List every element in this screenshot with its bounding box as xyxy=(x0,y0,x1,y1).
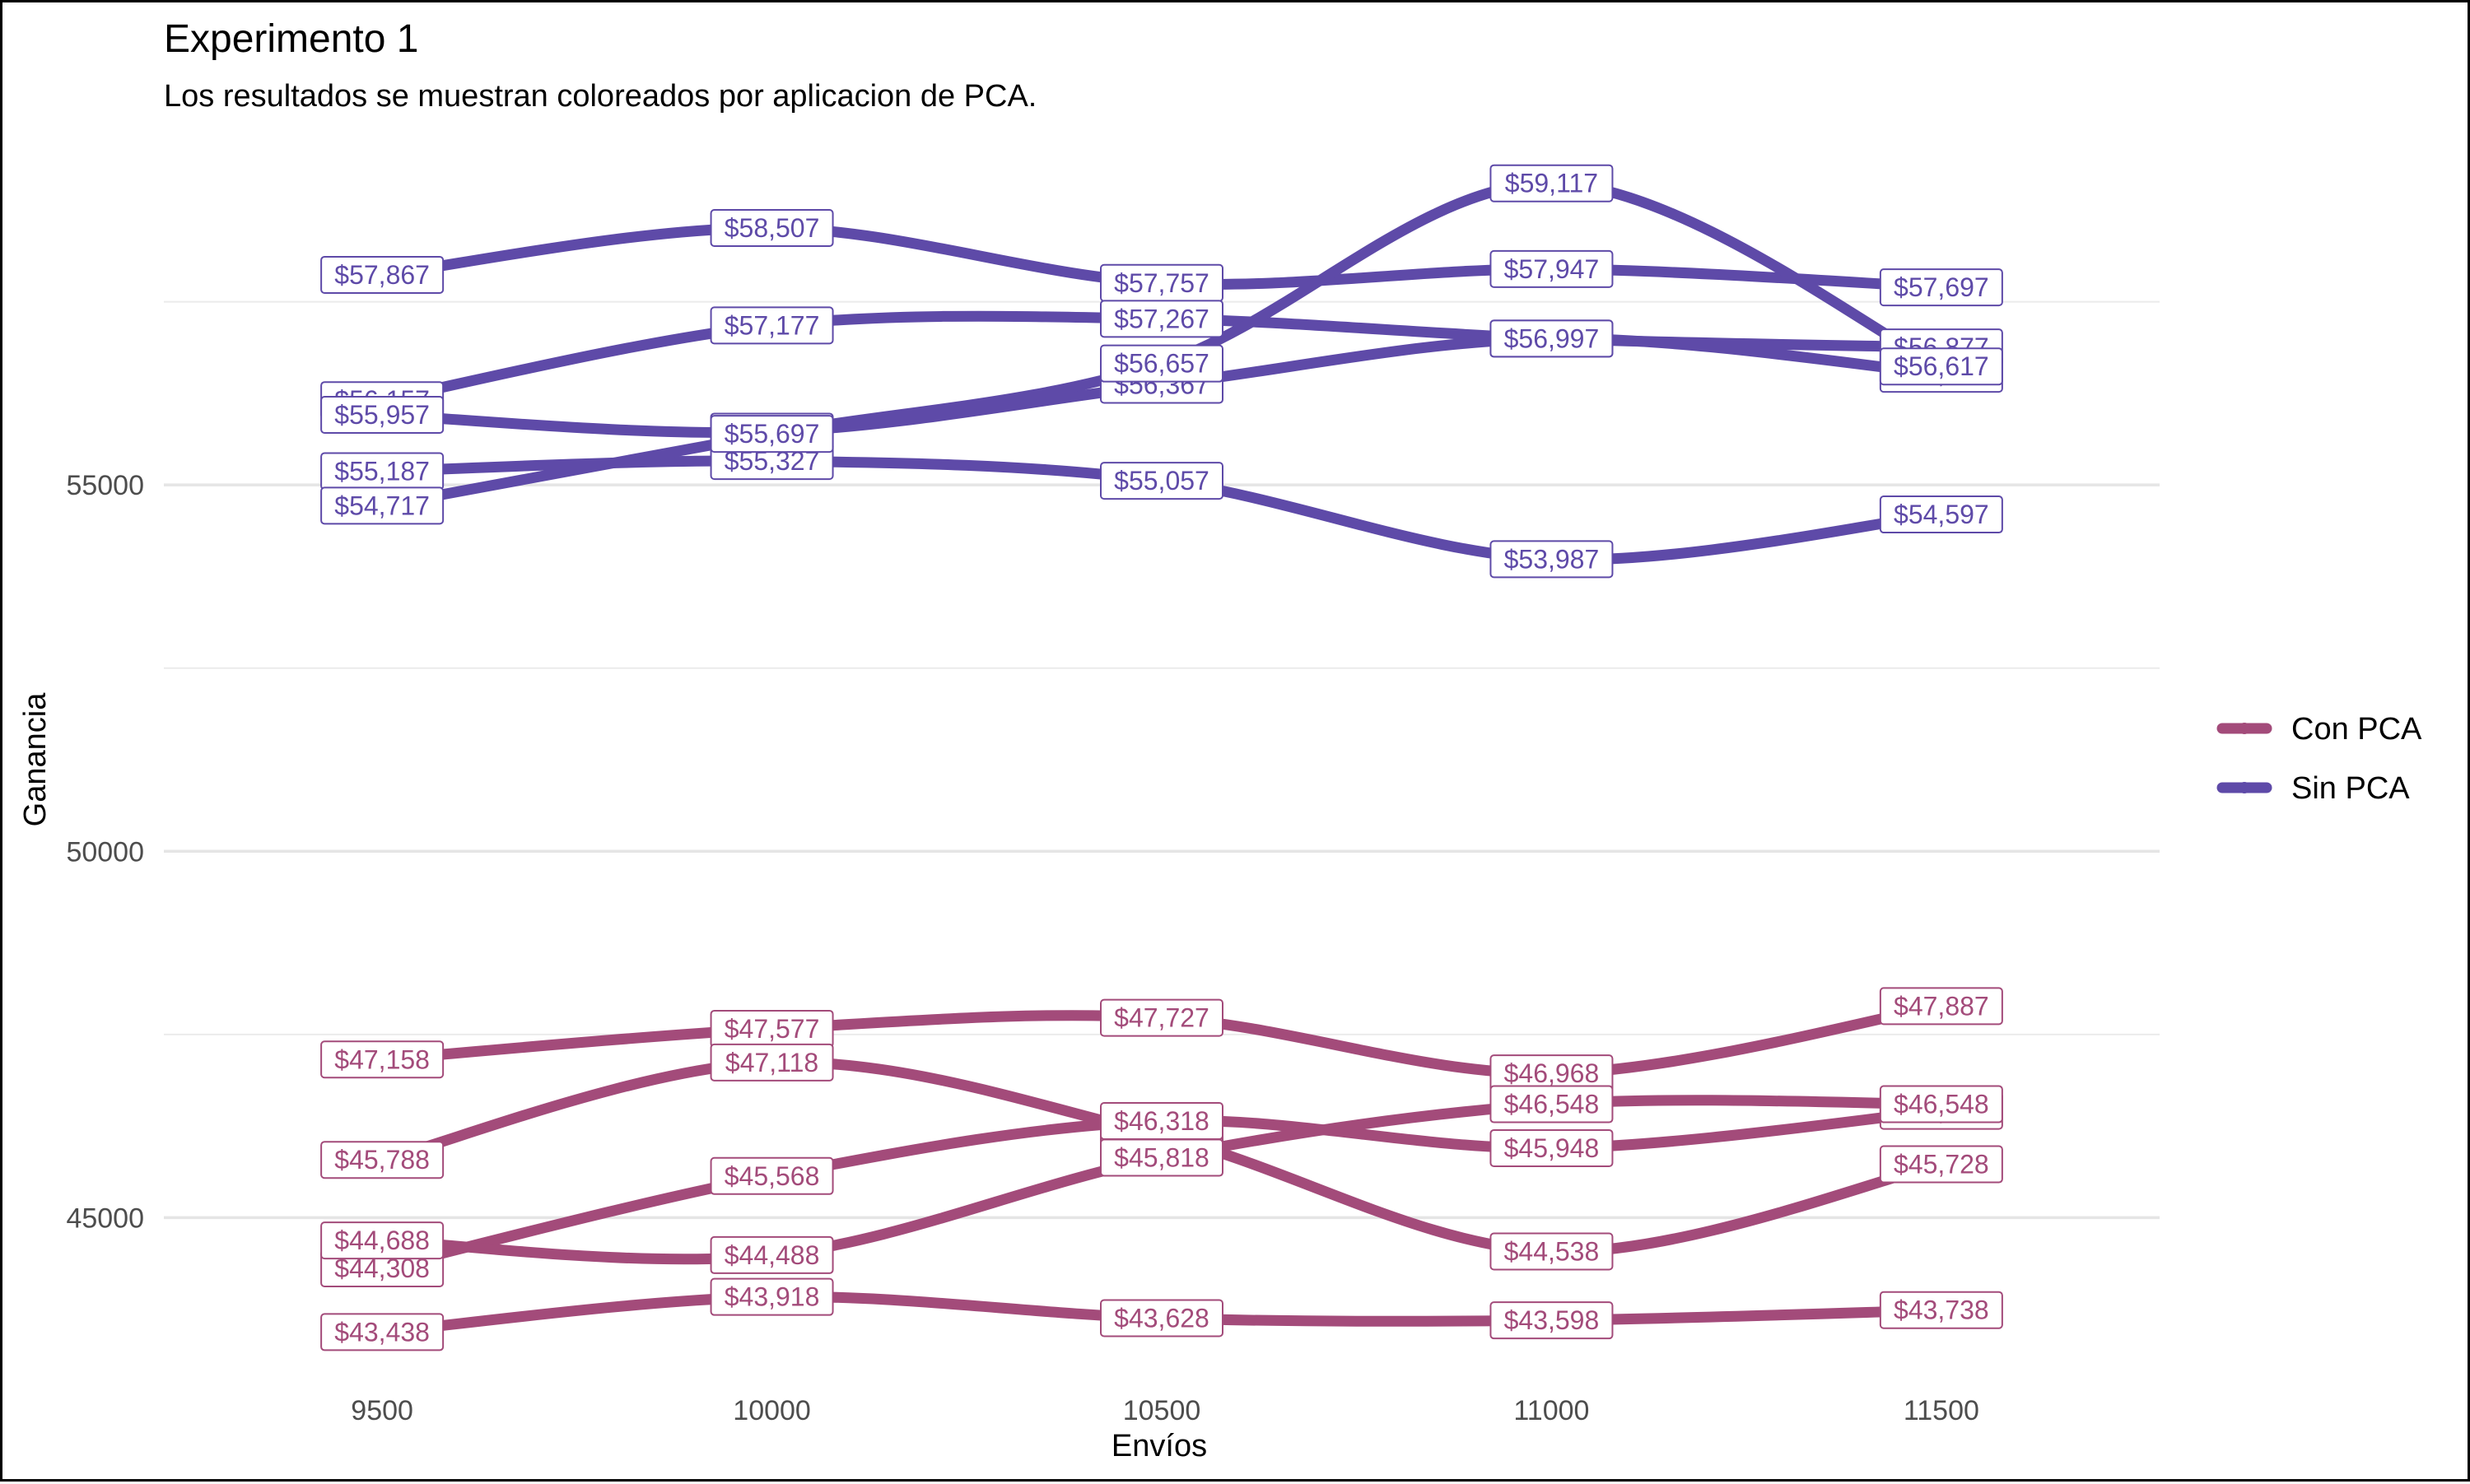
data-label: $46,548 xyxy=(1894,1090,1989,1119)
data-label: $57,947 xyxy=(1504,254,1600,284)
data-label: $47,158 xyxy=(334,1044,430,1074)
data-label: $56,997 xyxy=(1504,323,1600,353)
x-tick-label: 9500 xyxy=(351,1395,413,1426)
data-label: $55,697 xyxy=(725,419,820,449)
data-label-box xyxy=(1489,1301,1614,1340)
data-label-box xyxy=(1100,300,1223,338)
data-label-box xyxy=(320,1221,445,1260)
grid xyxy=(164,300,2160,1220)
data-label: $46,548 xyxy=(1504,1090,1600,1119)
data-label: $45,568 xyxy=(725,1161,820,1191)
data-label: $46,968 xyxy=(1504,1058,1600,1088)
legend-label: Sin PCA xyxy=(2291,771,2410,806)
data-label-box xyxy=(1489,249,1614,288)
data-label: $44,488 xyxy=(725,1240,820,1270)
data-label: $46,318 xyxy=(1114,1106,1209,1136)
x-tick-label: 10000 xyxy=(733,1395,811,1426)
data-labels: $57,867$58,507$57,757$57,947$57,697$56,1… xyxy=(320,164,2003,1351)
data-label-box xyxy=(1879,268,2003,307)
data-label: $58,507 xyxy=(725,213,820,243)
data-label: $43,918 xyxy=(725,1282,820,1312)
data-label-box xyxy=(1879,987,2003,1026)
chart-subtitle: Los resultados se muestran coloreados po… xyxy=(164,79,1037,114)
data-label: $47,727 xyxy=(1114,1003,1209,1033)
data-label: $45,818 xyxy=(1114,1143,1209,1173)
data-label: $57,177 xyxy=(725,310,820,340)
data-label-box xyxy=(710,1156,834,1195)
data-label: $55,187 xyxy=(334,457,430,486)
y-tick-label: 55000 xyxy=(66,470,144,501)
data-label-box xyxy=(1100,344,1223,383)
data-label: $54,597 xyxy=(1894,500,1989,529)
data-label: $47,118 xyxy=(725,1048,818,1077)
data-label: $43,598 xyxy=(1504,1305,1600,1335)
data-label: $45,788 xyxy=(334,1145,430,1175)
x-tick-label: 11500 xyxy=(1904,1395,1979,1426)
x-tick-label: 10500 xyxy=(1123,1395,1201,1426)
data-label: $47,577 xyxy=(725,1014,820,1044)
data-label-box xyxy=(1100,462,1223,500)
data-label-box xyxy=(710,415,834,454)
data-label: $54,717 xyxy=(334,491,430,520)
data-label: $55,957 xyxy=(334,400,430,430)
data-label: $56,657 xyxy=(1114,349,1209,379)
data-label-box xyxy=(320,395,445,434)
data-label-box xyxy=(710,209,834,248)
data-label: $57,267 xyxy=(1114,304,1209,333)
data-label-box xyxy=(1489,164,1614,202)
data-label: $57,697 xyxy=(1894,272,1989,302)
data-label-box xyxy=(710,306,834,345)
y-tick-label: 45000 xyxy=(66,1203,144,1234)
data-label-box xyxy=(1489,319,1614,358)
legend-key-point xyxy=(2239,723,2250,734)
data-label-box xyxy=(320,1040,445,1079)
data-label: $47,887 xyxy=(1894,991,1989,1021)
chart-title: Experimento 1 xyxy=(164,17,419,61)
data-label-box xyxy=(320,1141,445,1179)
data-label-box xyxy=(1879,495,2003,534)
data-label-box xyxy=(1879,1085,2003,1123)
data-label: $45,728 xyxy=(1894,1150,1989,1179)
data-label: $57,867 xyxy=(334,260,430,290)
data-label-box xyxy=(710,1235,834,1274)
data-label: $43,628 xyxy=(1114,1303,1209,1333)
data-label: $53,987 xyxy=(1504,544,1600,574)
legend-key-point xyxy=(2239,782,2250,793)
legend-label: Con PCA xyxy=(2291,712,2422,747)
data-label-box xyxy=(1489,1085,1614,1123)
data-label-box xyxy=(1489,540,1614,579)
data-label-box xyxy=(1100,1299,1223,1337)
data-label: $59,117 xyxy=(1505,169,1598,198)
data-label-box xyxy=(710,1277,834,1316)
data-label-box xyxy=(1879,1145,2003,1184)
data-label: $43,438 xyxy=(334,1317,430,1347)
data-label-box xyxy=(710,1043,834,1082)
y-axis-title: Ganancia xyxy=(18,692,53,827)
data-label-box xyxy=(320,255,445,294)
data-label: $44,688 xyxy=(334,1226,430,1255)
y-axis-ticks: 45000 50000 55000 xyxy=(66,470,144,1234)
legend: Con PCA Sin PCA xyxy=(2216,712,2422,806)
data-label-box xyxy=(320,1313,445,1351)
y-tick-label: 50000 xyxy=(66,836,144,868)
x-tick-label: 11000 xyxy=(1513,1395,1589,1426)
data-label: $55,057 xyxy=(1114,466,1209,495)
data-label-box xyxy=(1879,347,2003,386)
data-label: $45,948 xyxy=(1504,1133,1600,1163)
data-label-box xyxy=(1879,1291,2003,1329)
data-label: $43,738 xyxy=(1894,1296,1989,1325)
data-label-box xyxy=(1100,998,1223,1037)
data-label: $57,757 xyxy=(1114,268,1209,298)
data-label-box xyxy=(1489,1232,1614,1271)
data-label-box xyxy=(320,486,445,525)
x-axis-ticks: 9500 10000 10500 11000 11500 xyxy=(351,1395,1979,1426)
data-label-box xyxy=(1100,1138,1223,1177)
x-axis-title: Envíos xyxy=(1112,1429,1207,1463)
data-label: $44,538 xyxy=(1504,1236,1600,1266)
data-label-box xyxy=(1489,1128,1614,1167)
data-label: $56,617 xyxy=(1894,351,1989,381)
